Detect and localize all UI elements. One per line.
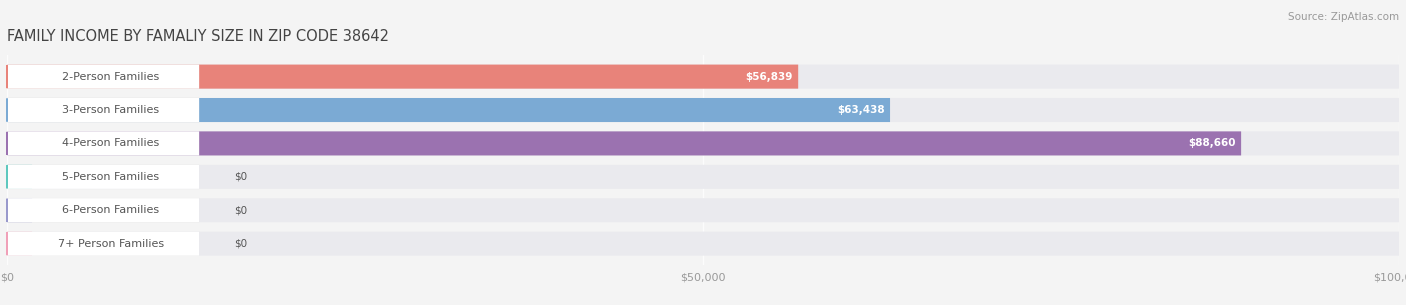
FancyBboxPatch shape [7, 98, 1399, 122]
FancyBboxPatch shape [7, 131, 1241, 156]
Text: 2-Person Families: 2-Person Families [62, 72, 159, 82]
Text: 7+ Person Families: 7+ Person Families [58, 239, 165, 249]
FancyBboxPatch shape [7, 165, 32, 189]
Text: $56,839: $56,839 [745, 72, 793, 82]
Text: FAMILY INCOME BY FAMALIY SIZE IN ZIP CODE 38642: FAMILY INCOME BY FAMALIY SIZE IN ZIP COD… [7, 29, 389, 44]
FancyBboxPatch shape [7, 231, 1399, 256]
FancyBboxPatch shape [7, 198, 200, 222]
Text: $0: $0 [233, 205, 247, 215]
FancyBboxPatch shape [7, 231, 200, 256]
Text: 6-Person Families: 6-Person Families [62, 205, 159, 215]
FancyBboxPatch shape [7, 98, 200, 122]
FancyBboxPatch shape [7, 65, 200, 89]
FancyBboxPatch shape [7, 98, 200, 122]
FancyBboxPatch shape [7, 165, 200, 189]
FancyBboxPatch shape [7, 231, 200, 256]
FancyBboxPatch shape [7, 231, 32, 256]
FancyBboxPatch shape [7, 131, 1399, 156]
Text: 5-Person Families: 5-Person Families [62, 172, 159, 182]
FancyBboxPatch shape [7, 131, 200, 156]
Text: $88,660: $88,660 [1188, 138, 1236, 149]
FancyBboxPatch shape [7, 65, 1399, 89]
FancyBboxPatch shape [7, 165, 1399, 189]
FancyBboxPatch shape [7, 165, 200, 189]
Text: 3-Person Families: 3-Person Families [62, 105, 159, 115]
Text: 4-Person Families: 4-Person Families [62, 138, 159, 149]
FancyBboxPatch shape [7, 65, 799, 89]
FancyBboxPatch shape [7, 198, 1399, 222]
Text: Source: ZipAtlas.com: Source: ZipAtlas.com [1288, 12, 1399, 22]
FancyBboxPatch shape [7, 131, 200, 156]
FancyBboxPatch shape [7, 198, 32, 222]
Text: $0: $0 [233, 239, 247, 249]
Text: $0: $0 [233, 172, 247, 182]
FancyBboxPatch shape [7, 64, 200, 89]
Text: $63,438: $63,438 [837, 105, 884, 115]
FancyBboxPatch shape [7, 198, 200, 223]
FancyBboxPatch shape [7, 98, 890, 122]
